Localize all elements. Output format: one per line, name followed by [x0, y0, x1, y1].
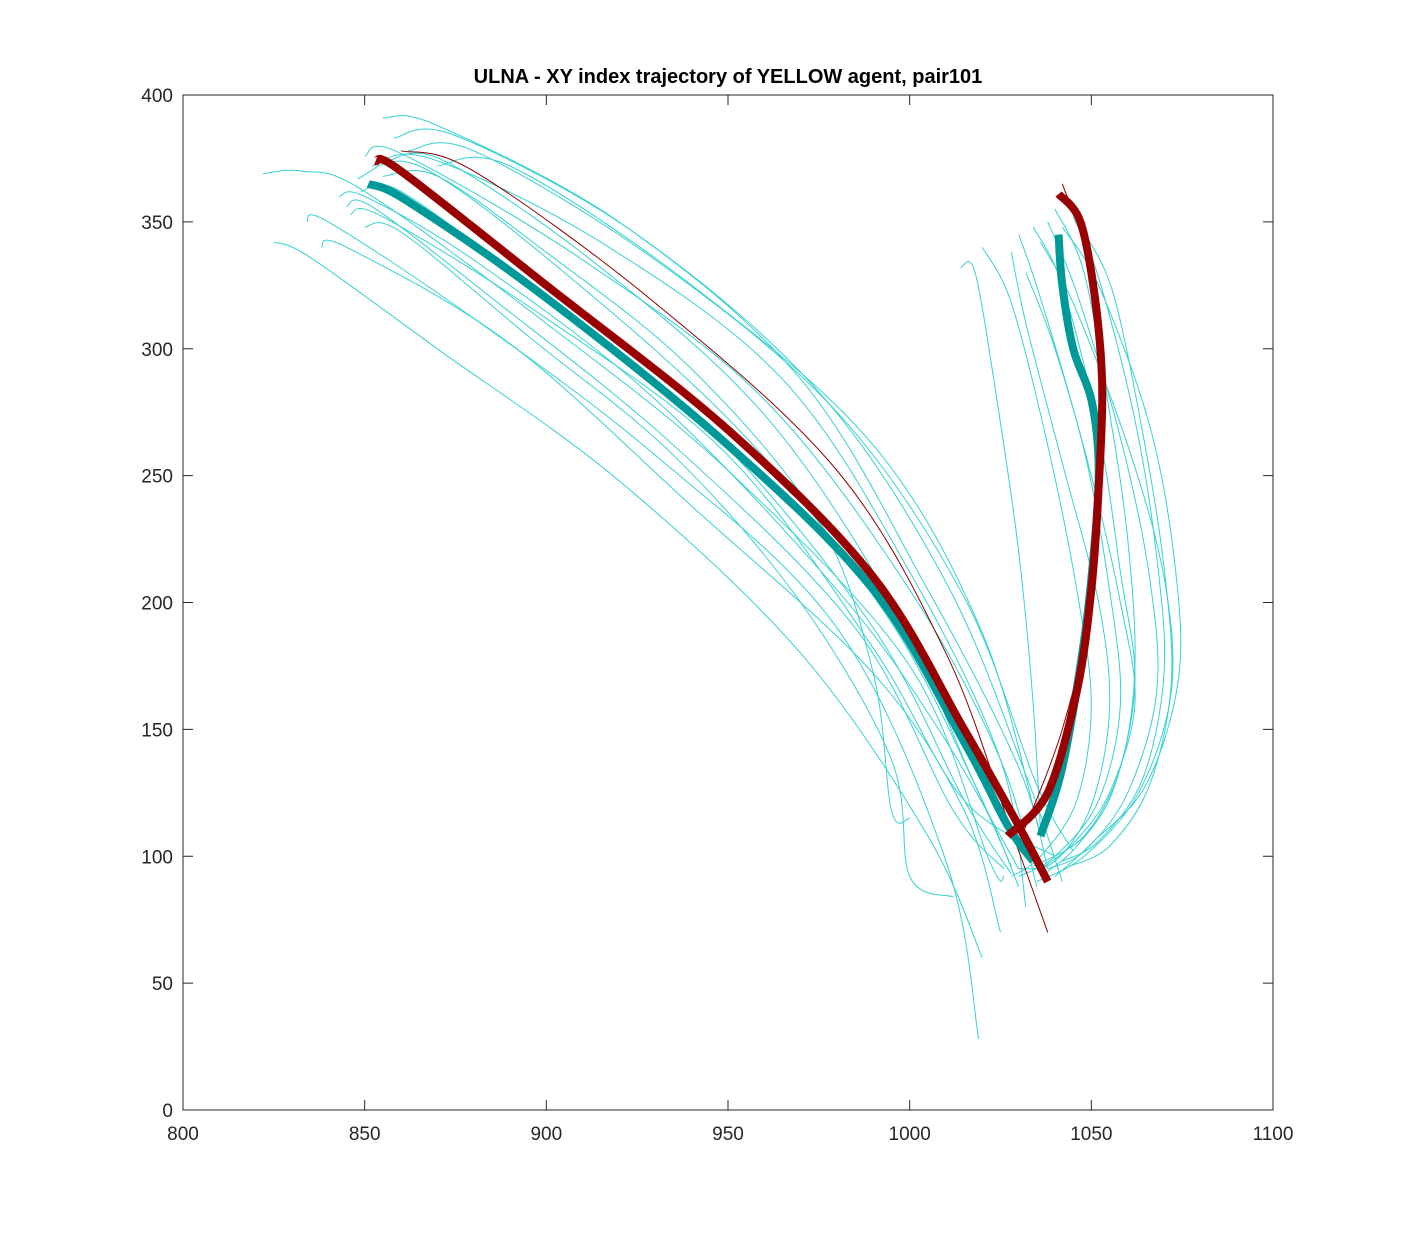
series-line-thin_cyan-2 [306, 214, 980, 1040]
y-tick-label-100: 100 [141, 847, 173, 868]
series-line-thin_cyan-17 [386, 152, 1012, 867]
x-tick-label-1050: 1050 [1070, 1124, 1112, 1145]
series-line-mean_teal-32 [366, 180, 1037, 864]
series-layer [262, 115, 1182, 1040]
series-line-thin_cyan-27 [981, 247, 1092, 877]
series-line-thin_cyan-5 [349, 208, 1056, 857]
x-tick-label-900: 900 [530, 1124, 562, 1145]
x-tick-label-1100: 1100 [1253, 1124, 1294, 1145]
series-line-thin_cyan-16 [364, 222, 954, 898]
series-line-mean_red-35 [1004, 191, 1107, 839]
series-line-thin_cyan-24 [1032, 208, 1136, 867]
x-tick-label-800: 800 [167, 1124, 199, 1145]
series-line-thin_cyan-25 [1062, 216, 1166, 862]
tick-layer: 800 850 900 950 1000 1050 1100 0 50 100 150 200 250 3… [141, 86, 1293, 1145]
series-line-thin_cyan-6 [364, 145, 1038, 887]
series-line-thin_cyan-1 [273, 241, 983, 959]
chart-title: ULNA - XY index trajectory of YELLOW age… [474, 66, 983, 88]
series-line-thin_cyan-14 [437, 156, 1041, 837]
y-tick-label-150: 150 [141, 720, 173, 741]
y-tick-label-350: 350 [141, 213, 173, 234]
y-tick-label-250: 250 [141, 467, 173, 488]
series-line-thin_cyan-23 [1010, 252, 1111, 870]
series-line-thin_cyan-19 [1018, 234, 1122, 877]
series-line-thin_cyan-13 [408, 142, 1074, 852]
y-tick-label-200: 200 [141, 594, 173, 615]
series-line-thin_cyan-21 [1054, 226, 1182, 877]
series-line-thin_cyan-20 [1047, 221, 1159, 870]
series-line-thin_cyan-10 [393, 128, 1063, 882]
y-tick-label-50: 50 [152, 974, 173, 995]
y-tick-label-0: 0 [162, 1101, 173, 1122]
series-line-thin_cyan-15 [382, 170, 910, 824]
series-line-thin_cyan-18 [1025, 272, 1136, 870]
series-line-thin_cyan-12 [346, 199, 1005, 870]
series-line-thin_cyan-29 [1069, 231, 1173, 867]
y-tick-label-300: 300 [141, 340, 173, 361]
x-tick-label-1000: 1000 [889, 1124, 931, 1145]
series-line-thin_cyan-3 [320, 239, 1001, 933]
series-line-thin_cyan-4 [339, 191, 1020, 870]
y-tick-label-400: 400 [141, 86, 173, 107]
x-tick-label-850: 850 [349, 1124, 381, 1145]
series-line-mean_red-34 [372, 154, 1052, 884]
series-line-thin_cyan-8 [371, 153, 1027, 908]
series-line-thin_cyan-7 [382, 115, 1049, 870]
series-line-thin_cyan-26 [960, 261, 1041, 831]
x-tick-label-950: 950 [712, 1124, 744, 1145]
